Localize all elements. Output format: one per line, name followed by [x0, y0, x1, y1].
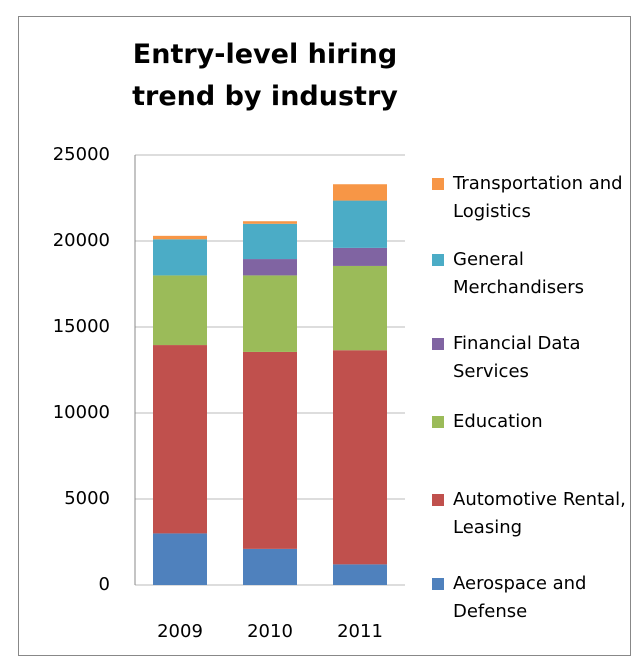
- bar-segment: [243, 221, 297, 224]
- legend-label: General Merchandisers: [453, 249, 585, 298]
- chart-title: Entry-level hiring trend by industry: [132, 39, 398, 112]
- legend-swatch: [432, 178, 444, 190]
- y-tick-label: 20000: [53, 230, 110, 251]
- bar-segment: [153, 275, 207, 346]
- legend-label: Aerospace and Defense: [453, 573, 587, 622]
- bar-segment: [333, 184, 387, 201]
- bar-segment: [333, 350, 387, 565]
- x-tick-label: 2011: [337, 621, 383, 642]
- bar-segment: [153, 239, 207, 276]
- y-tick-label: 25000: [53, 144, 110, 165]
- legend-swatch: [432, 416, 444, 428]
- y-tick-label: 10000: [53, 402, 110, 423]
- bar-segment: [333, 265, 387, 351]
- y-tick-label: 15000: [53, 316, 110, 337]
- bar-segment: [243, 351, 297, 549]
- legend-swatch: [432, 338, 444, 350]
- legend-label: Financial Data Services: [453, 333, 581, 382]
- legend-label: Transportation and Logistics: [453, 173, 623, 222]
- title-box: Entry-level hiring trend by industry: [132, 39, 398, 112]
- legend-swatch: [432, 494, 444, 506]
- bar-segment: [153, 533, 207, 585]
- bar-segment: [333, 247, 387, 266]
- bar-segment: [153, 345, 207, 534]
- legend-label: Education: [453, 411, 543, 432]
- y-tick-label: 0: [99, 574, 110, 595]
- legend-swatch: [432, 254, 444, 266]
- y-tick-label: 5000: [64, 488, 110, 509]
- bar-segment: [153, 235, 207, 240]
- bar-segment: [243, 275, 297, 352]
- bar-segment: [333, 564, 387, 585]
- legend-swatch: [432, 578, 444, 590]
- chart-frame: [18, 16, 631, 656]
- bar-segment: [333, 200, 387, 248]
- bar-segment: [243, 223, 297, 260]
- bar-segment: [243, 548, 297, 585]
- x-tick-label: 2010: [247, 621, 293, 642]
- x-tick-label: 2009: [157, 621, 203, 642]
- bar-segment: [243, 259, 297, 276]
- legend-label: Automotive Rental, Leasing: [453, 489, 626, 538]
